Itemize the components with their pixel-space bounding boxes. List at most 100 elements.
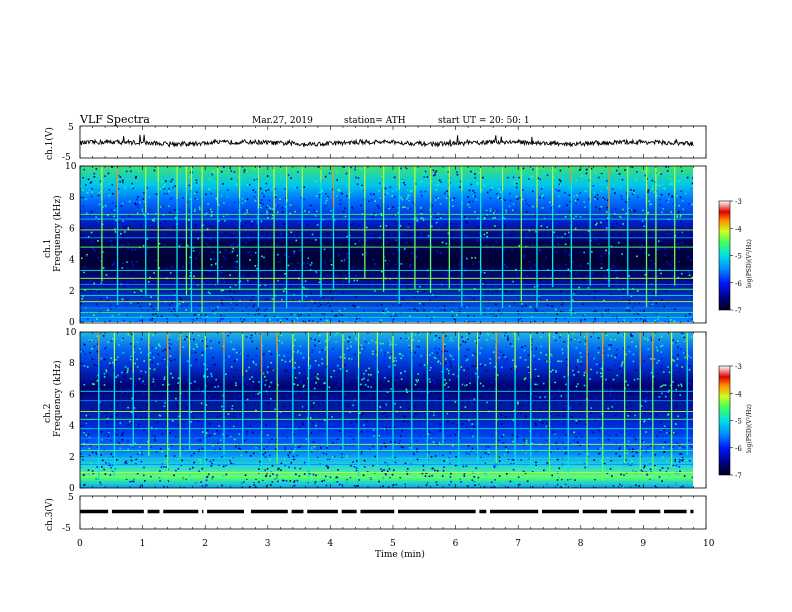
spectrogram-pixel (293, 458, 296, 460)
spectrogram-pixel (402, 414, 404, 417)
spectrogram-pixel (220, 439, 222, 441)
spectrogram-pixel (130, 444, 132, 446)
spectrogram-pixel (175, 397, 177, 400)
spectrogram-pixel (650, 444, 652, 447)
spectrogram-pixel (668, 426, 670, 429)
spectrogram-pixel (136, 206, 139, 208)
spectrogram-pixel (221, 410, 224, 412)
spectrogram-pixel (300, 380, 302, 382)
spectrogram-pixel (86, 366, 89, 368)
spectrogram-pixel (551, 474, 553, 477)
spectrogram-pixel (158, 242, 161, 245)
spectrogram-pixel (594, 239, 597, 241)
spectrogram-pixel (678, 466, 681, 468)
spectrogram-pixel (637, 313, 640, 315)
spectrogram-pixel (324, 175, 327, 178)
spectrogram-pixel (270, 353, 273, 355)
spectrogram-pixel (536, 332, 538, 334)
spectrogram-pixel (232, 348, 234, 351)
spectrogram-pixel (125, 220, 128, 223)
spectrogram-pixel (545, 439, 547, 441)
spectrogram-pixel (201, 340, 203, 342)
spectrogram-pixel (684, 315, 687, 317)
spectrogram-pixel (277, 261, 280, 263)
spectrogram-pixel (604, 287, 607, 289)
spectrogram-pixel (568, 401, 571, 404)
spectrogram-pixel (437, 430, 440, 433)
spectrogram-pixel (625, 380, 627, 383)
spectrogram-pixel (243, 420, 246, 422)
spectrogram-pixel (303, 315, 306, 318)
spectrogram-pixel (632, 219, 635, 221)
spectrogram-pixel (437, 212, 440, 215)
spectrogram-pixel (550, 285, 552, 287)
spectrogram-pixel (534, 234, 536, 236)
spectrogram-pixel (638, 485, 640, 487)
spectrogram-pixel (493, 466, 496, 469)
spectrogram-pixel (268, 459, 271, 461)
spectrogram-pixel (189, 275, 191, 277)
spectrogram-pixel (168, 187, 170, 190)
spectrogram-pixel (225, 373, 227, 375)
spectrogram-pixel (668, 193, 670, 195)
spectrogram-pixel (178, 245, 181, 247)
spectrogram-pixel (496, 340, 498, 343)
spectrogram-pixel (569, 210, 571, 213)
spectrogram-pixel (133, 383, 135, 386)
spectrogram-pixel (551, 305, 554, 308)
spectrogram-pixel (154, 283, 157, 285)
spectrogram-pixel (139, 289, 142, 292)
spectrogram-pixel (272, 214, 274, 217)
spectrogram-pixel (457, 242, 460, 244)
spectrogram-pixel (663, 305, 665, 308)
spectrogram-pixel (268, 199, 271, 202)
spectrogram-pixel (541, 167, 544, 170)
spectrogram-pixel (324, 340, 327, 342)
spectrogram-pixel (246, 383, 249, 385)
spectrogram-pixel (347, 406, 349, 408)
frequency-tick-label: 4 (69, 256, 75, 266)
spectrogram-pixel (672, 256, 674, 258)
spectrogram-pixel (415, 379, 417, 381)
spectrogram-pixel (428, 296, 430, 298)
spectrogram-pixel (344, 274, 346, 277)
spectrogram-pixel (435, 351, 438, 354)
spectrogram-pixel (559, 184, 562, 186)
spectrogram-pixel (208, 396, 210, 399)
spectrogram-pixel (532, 486, 534, 488)
spectrogram-pixel (574, 200, 577, 202)
spectrogram-pixel (265, 314, 268, 317)
spectrogram-pixel (629, 190, 631, 193)
spectrogram-pixel (517, 338, 520, 341)
spectrogram-pixel (521, 198, 524, 201)
spectrogram-pixel (660, 474, 663, 476)
spectrogram-pixel (671, 260, 674, 262)
spectrogram-pixel (519, 238, 522, 240)
spectrogram-pixel (507, 335, 509, 338)
spectrogram-pixel (346, 347, 349, 350)
spectrogram-pixel (471, 479, 474, 481)
spectrogram-pixel (235, 384, 237, 387)
spectrogram-pixel (138, 452, 141, 454)
spectrogram-pixel (153, 220, 155, 222)
spectrogram-pixel (188, 271, 190, 274)
spectrogram-pixel (681, 170, 683, 173)
spectrogram-pixel (665, 231, 667, 233)
spectrogram-pixel (155, 313, 157, 315)
spectrogram-pixel (192, 466, 194, 469)
spectrogram-pixel (682, 208, 684, 211)
spectrogram-pixel (459, 186, 461, 188)
spectrogram-pixel (530, 175, 533, 178)
spectrogram-pixel (152, 170, 155, 172)
spectrogram-pixel (634, 303, 636, 305)
spectrogram-pixel (380, 182, 383, 185)
spectrogram-pixel (259, 187, 262, 190)
spectrogram-pixel (193, 275, 195, 278)
spectrogram-pixel (516, 295, 519, 298)
spectrogram-pixel (572, 369, 574, 372)
spectrogram-pixel (526, 202, 528, 205)
spectrogram-pixel (259, 460, 261, 463)
spectrogram-pixel (640, 249, 642, 251)
spectrogram-pixel (577, 361, 579, 363)
spectrogram-pixel (323, 278, 325, 281)
